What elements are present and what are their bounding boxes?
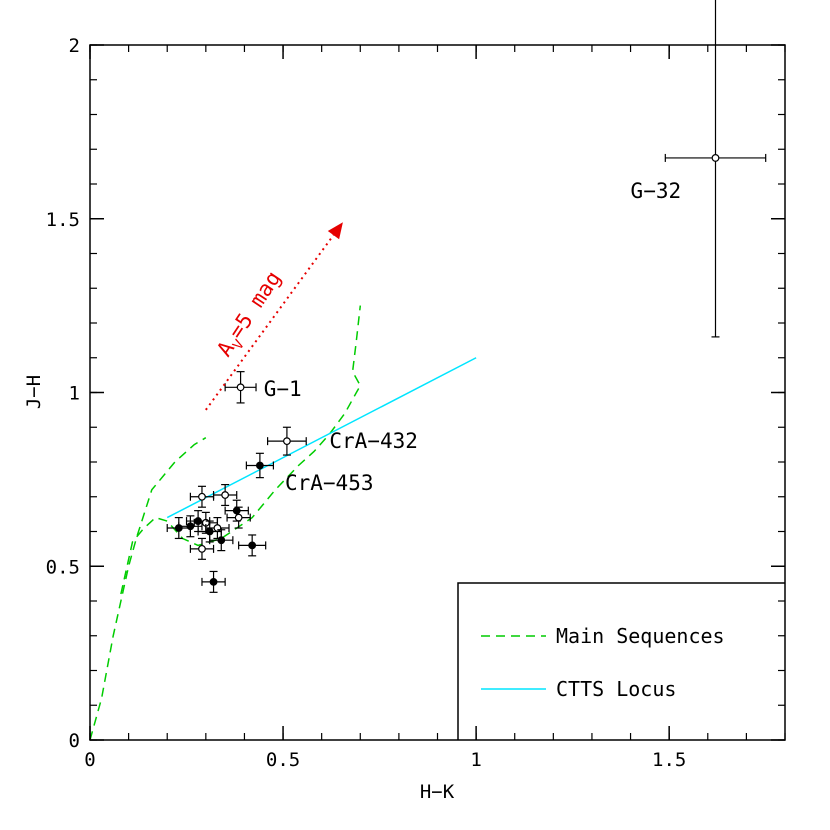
- open-marker: [198, 544, 206, 553]
- data-point-6: [212, 483, 238, 507]
- x-tick-label: 1: [470, 749, 481, 771]
- legend: Main Sequences CTTS Locus: [457, 582, 785, 740]
- x-tick-label: 0: [84, 749, 95, 771]
- data-point-5: [189, 485, 215, 508]
- y-tick-label: 1.5: [46, 209, 80, 231]
- points-layer: [166, 0, 767, 593]
- filled-marker: [209, 577, 218, 586]
- x-axis-title: H−K: [420, 781, 455, 803]
- point-label: CrA−453: [285, 471, 374, 495]
- y-tick-label: 2: [69, 35, 80, 57]
- data-point-15: [209, 529, 234, 552]
- av-label-rest: =5 mag: [224, 267, 286, 344]
- filled-marker: [248, 541, 257, 550]
- data-point-2: [267, 426, 307, 456]
- filled-marker: [255, 461, 264, 470]
- data-point-7: [224, 499, 249, 522]
- data-point-3: [245, 452, 275, 479]
- open-marker: [221, 491, 230, 499]
- filled-marker: [186, 522, 195, 531]
- data-point-14: [205, 516, 230, 540]
- open-marker: [234, 513, 243, 522]
- data-point-17: [238, 534, 267, 557]
- data-point-16: [189, 537, 215, 560]
- reddening-vector-line: [205, 234, 335, 411]
- legend-box: [457, 582, 785, 740]
- ctts-locus-line: [166, 357, 477, 519]
- legend-label-ctts-locus: CTTS Locus: [556, 677, 676, 701]
- open-marker: [198, 492, 206, 501]
- axis-ticks: 0 0.5 1 1.5 0 0.5 1 1.5 2: [46, 35, 786, 771]
- y-axis-title: J−H: [23, 375, 45, 409]
- main-sequence-curve-1: [89, 437, 207, 741]
- data-point-4: [664, 0, 767, 338]
- y-tick-label: 1: [69, 383, 80, 405]
- filled-marker: [205, 527, 214, 536]
- x-tick-label: 0.5: [266, 749, 300, 771]
- open-marker: [711, 154, 720, 162]
- point-labels: G−1 CrA−432 CrA−453 G−32: [264, 179, 681, 495]
- point-label: CrA−432: [329, 429, 418, 453]
- open-marker: [236, 383, 245, 392]
- data-point-1: [224, 371, 257, 404]
- x-tick-label: 1.5: [652, 749, 686, 771]
- point-label: G−32: [631, 179, 682, 203]
- y-tick-label: 0: [69, 730, 80, 752]
- point-label: G−1: [264, 377, 302, 401]
- data-point-18: [201, 570, 226, 593]
- legend-label-main-sequences: Main Sequences: [556, 624, 725, 648]
- y-tick-label: 0.5: [46, 556, 80, 578]
- curves-layer: [89, 305, 477, 741]
- filled-marker: [217, 536, 226, 545]
- open-marker: [283, 437, 291, 446]
- data-point-8: [226, 506, 251, 529]
- reddening-vector-label: AV=5 mag: [212, 267, 290, 364]
- reddening-vector-arrowhead: [327, 222, 343, 240]
